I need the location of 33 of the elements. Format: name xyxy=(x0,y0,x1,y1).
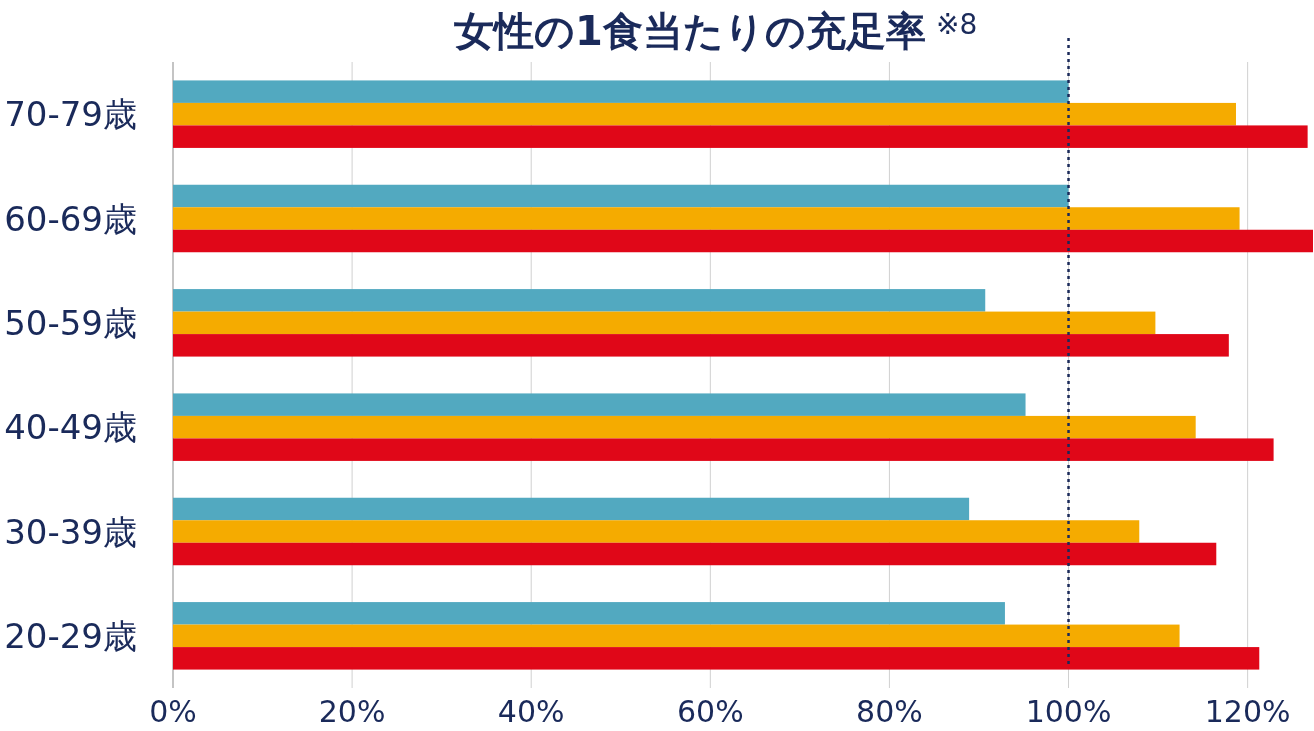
bar xyxy=(173,125,1308,148)
bar xyxy=(173,289,986,312)
text: ※8 xyxy=(935,8,978,41)
y-tick-label: 40-49歳 xyxy=(4,407,137,448)
bar xyxy=(173,415,1196,439)
bar xyxy=(173,624,1180,648)
y-tick-label: 70-79歳 xyxy=(4,94,137,135)
bar xyxy=(173,520,1140,543)
bar xyxy=(173,334,1229,357)
bar xyxy=(173,647,1260,670)
bar xyxy=(173,207,1240,230)
bar xyxy=(173,393,1026,416)
bar xyxy=(173,80,1069,103)
bar xyxy=(173,184,1069,208)
y-tick-label: 20-29歳 xyxy=(4,615,137,656)
x-tick-label: 80% xyxy=(856,694,923,729)
x-tick-label: 100% xyxy=(1025,694,1112,729)
y-tick-label: 30-39歳 xyxy=(4,511,137,552)
x-tick-label: 60% xyxy=(676,694,744,729)
bar xyxy=(173,542,1217,566)
x-tick-label: 0% xyxy=(149,694,197,729)
bar xyxy=(173,311,1156,335)
bar xyxy=(173,602,1005,625)
x-tick-label: 40% xyxy=(497,694,565,729)
bar xyxy=(173,102,1236,126)
x-tick-label: 20% xyxy=(318,694,386,729)
chart-title: 女性の1食当たりの充足率 xyxy=(454,8,926,54)
bar xyxy=(173,438,1274,461)
y-tick-label: 50-59歳 xyxy=(4,302,137,343)
y-tick-label: 60-69歳 xyxy=(4,198,137,239)
bar xyxy=(173,229,1313,253)
x-tick-label: 120% xyxy=(1204,694,1291,729)
bar xyxy=(173,497,970,521)
